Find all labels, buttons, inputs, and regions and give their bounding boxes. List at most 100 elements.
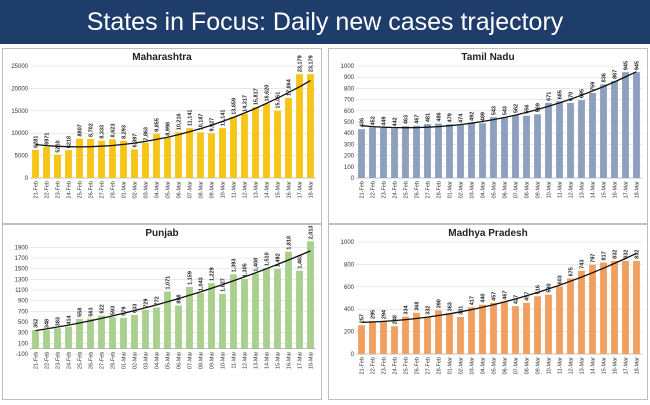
x-tick-label: 09-Mar	[536, 181, 542, 199]
data-label: 1,510	[265, 252, 271, 266]
bar	[611, 80, 618, 178]
bar	[109, 317, 116, 349]
bar	[622, 260, 629, 354]
y-tick-label: 900	[344, 75, 355, 81]
bar	[175, 305, 182, 349]
x-tick-label: 10-Mar	[547, 357, 553, 375]
y-tick-label: 400	[344, 307, 355, 313]
data-label: 772	[155, 296, 161, 305]
x-tick-label: 05-Mar	[492, 181, 498, 199]
bar	[32, 149, 39, 178]
bar	[307, 74, 314, 178]
data-label: 15,051	[276, 92, 282, 109]
y-tick-label: 700	[18, 309, 29, 315]
bar	[633, 72, 640, 178]
data-label: 248	[393, 315, 399, 324]
data-label: 622	[100, 304, 106, 313]
x-tick-label: 15-Mar	[602, 357, 608, 375]
data-label: 474	[459, 113, 465, 123]
tamil-nadu-chart: Tamil Nadu 0 100 200 300 400 500 600 700 800 900 10…	[328, 48, 648, 224]
data-label: 633	[133, 304, 139, 313]
y-tick-label: -100	[16, 352, 29, 358]
y-tick-label: 10000	[11, 131, 28, 137]
y-tick-label: 700	[344, 98, 355, 104]
x-tick-label: 05-Mar	[492, 357, 498, 375]
data-label: 7,863	[144, 127, 150, 141]
y-tick-label: 800	[344, 262, 355, 268]
bar	[153, 133, 160, 178]
data-label: 481	[426, 113, 432, 122]
data-label: 334	[404, 304, 410, 314]
bar	[175, 132, 182, 178]
x-tick-label: 13-Mar	[254, 181, 260, 199]
x-tick-label: 03-Mar	[470, 357, 476, 375]
trend-line	[35, 80, 311, 148]
bar	[457, 316, 464, 354]
x-tick-label: 25-Feb	[78, 352, 84, 369]
bar	[285, 251, 292, 349]
data-label: 16,620	[265, 85, 271, 102]
chart-title: Madhya Pradesh	[448, 228, 527, 239]
data-label: 832	[635, 250, 641, 259]
data-label: 294	[382, 309, 388, 319]
bar	[380, 127, 387, 178]
y-tick-label: 0	[25, 176, 29, 182]
data-label: 11,141	[188, 110, 194, 127]
y-tick-label: 1900	[15, 245, 29, 251]
bar	[556, 286, 563, 354]
x-tick-label: 22-Feb	[371, 357, 377, 374]
data-label: 479	[448, 113, 454, 122]
data-label: 2,013	[309, 226, 315, 240]
data-label: 945	[624, 61, 630, 70]
bar	[98, 315, 105, 349]
x-tick-label: 01-Mar	[122, 181, 128, 199]
y-tick-label: 900	[18, 299, 29, 305]
data-label: 467	[415, 115, 421, 124]
bar	[76, 318, 83, 349]
bar	[523, 302, 530, 354]
bar	[578, 270, 585, 354]
data-label: 579	[122, 307, 128, 316]
bar	[230, 274, 237, 349]
bar	[263, 268, 270, 349]
data-label: 808	[177, 294, 183, 303]
maharashtra-chart: Maharashtra 0 5000 10000 15000 20000 25000 6281…	[2, 48, 322, 224]
x-tick-label: 24-Feb	[393, 181, 399, 198]
x-tick-label: 05-Mar	[166, 351, 172, 369]
x-tick-label: 16-Mar	[613, 357, 619, 375]
x-tick-label: 24-Feb	[67, 352, 73, 369]
madhya-pradesh-chart: Madhya Pradesh 0 200 400 600 800 1000 257 21-Feb…	[328, 224, 648, 400]
x-tick-label: 21-Feb	[34, 181, 40, 198]
bar	[120, 317, 127, 349]
data-label: 603	[558, 275, 564, 284]
y-tick-label: 600	[344, 109, 355, 115]
bar	[369, 127, 376, 178]
x-tick-label: 18-Mar	[309, 351, 315, 369]
data-label: 6,397	[133, 134, 139, 148]
bar	[274, 269, 281, 349]
x-tick-label: 07-Mar	[514, 357, 520, 375]
data-label: 427	[514, 295, 520, 304]
y-tick-label: 25000	[11, 64, 28, 70]
x-tick-label: 24-Feb	[393, 357, 399, 374]
data-label: 463	[404, 115, 410, 124]
data-label: 516	[536, 285, 542, 294]
y-tick-label: 1100	[15, 288, 29, 294]
data-label: 1,818	[287, 236, 293, 250]
chart-panel-tamil-nadu: Tamil Nadu 0 100 200 300 400 500 600 700 800 900 10…	[328, 48, 648, 224]
data-label: 6971	[45, 133, 51, 145]
bar	[424, 124, 431, 178]
bar	[512, 306, 519, 354]
data-label: 558	[78, 308, 84, 317]
bar	[109, 139, 116, 178]
x-tick-label: 17-Mar	[624, 357, 630, 375]
x-tick-label: 02-Mar	[459, 357, 465, 375]
bar	[87, 318, 94, 349]
x-tick-label: 15-Mar	[602, 181, 608, 199]
bar	[413, 312, 420, 354]
x-tick-label: 03-Mar	[144, 351, 150, 369]
x-tick-label: 02-Mar	[133, 181, 139, 199]
x-tick-label: 06-Mar	[503, 357, 509, 375]
bar	[131, 314, 138, 349]
x-tick-label: 18-Mar	[309, 181, 315, 199]
